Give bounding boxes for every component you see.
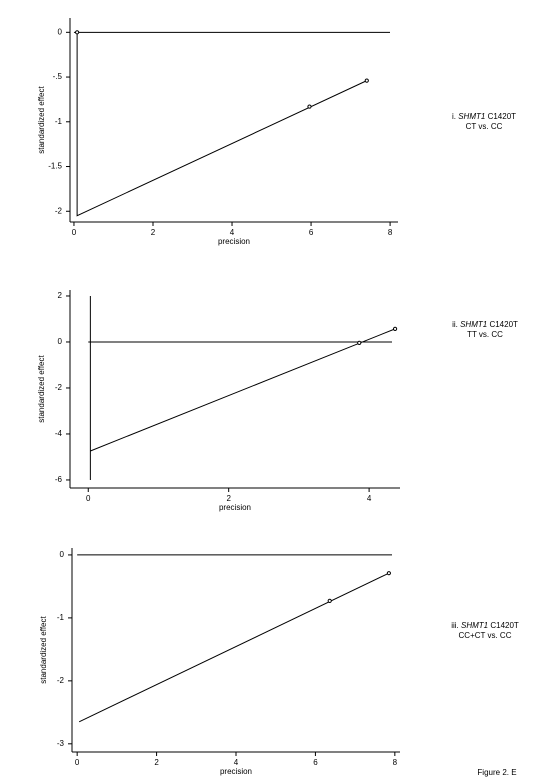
x-axis-label: precision bbox=[218, 237, 250, 246]
y-tick-label: -.5 bbox=[53, 72, 63, 81]
fit-line bbox=[76, 32, 367, 217]
y-tick-label: -2 bbox=[55, 383, 63, 392]
y-tick-label: -1 bbox=[57, 613, 65, 622]
y-axis-label: standardized effect bbox=[37, 354, 46, 422]
annotation: i. SHMT1 C1420T bbox=[452, 112, 516, 121]
y-tick-label: -2 bbox=[55, 206, 63, 215]
x-tick-label: 6 bbox=[313, 758, 318, 767]
x-tick-label: 4 bbox=[367, 494, 372, 503]
y-axis-label: standardized effect bbox=[39, 615, 48, 683]
y-axis-label: standardized effect bbox=[37, 85, 46, 153]
annotation-gene: SHMT1 bbox=[461, 621, 488, 630]
annotation: ii. SHMT1 C1420T bbox=[452, 320, 518, 329]
fit-line bbox=[78, 572, 390, 723]
annotation-variant: C1420T bbox=[488, 112, 517, 121]
y-tick-label: 0 bbox=[58, 27, 63, 36]
annotation-comparison: CT vs. CC bbox=[466, 122, 503, 131]
annotation-comparison: CC+CT vs. CC bbox=[459, 631, 512, 640]
annotation-prefix: ii. bbox=[452, 320, 458, 329]
point bbox=[75, 30, 80, 35]
y-tick-label: 2 bbox=[58, 291, 63, 300]
x-axis-label: precision bbox=[219, 503, 251, 512]
x-tick-label: 4 bbox=[230, 228, 235, 237]
x-tick-label: 0 bbox=[72, 228, 77, 237]
y-tick-label: -1.5 bbox=[48, 162, 62, 171]
x-axis-label: precision bbox=[220, 767, 252, 776]
x-tick-label: 4 bbox=[234, 758, 239, 767]
point bbox=[386, 571, 391, 576]
y-tick-label: 0 bbox=[60, 550, 65, 559]
x-tick-label: 0 bbox=[86, 494, 91, 503]
annotation-comparison: TT vs. CC bbox=[467, 330, 503, 339]
y-tick-label: -6 bbox=[55, 475, 63, 484]
point bbox=[307, 104, 312, 109]
y-tick-label: -4 bbox=[55, 429, 63, 438]
figure-label: Figure 2. E bbox=[477, 768, 516, 777]
annotation: iii. SHMT1 C1420T bbox=[451, 621, 519, 630]
annotation-variant: C1420T bbox=[489, 320, 518, 329]
point bbox=[327, 598, 332, 603]
point bbox=[364, 78, 369, 83]
x-tick-label: 8 bbox=[388, 228, 393, 237]
point bbox=[392, 326, 398, 331]
annotation-prefix: i. bbox=[452, 112, 456, 121]
x-tick-label: 0 bbox=[75, 758, 80, 767]
x-tick-label: 2 bbox=[151, 228, 156, 237]
x-tick-label: 2 bbox=[226, 494, 231, 503]
x-tick-label: 2 bbox=[154, 758, 159, 767]
y-tick-label: 0 bbox=[58, 337, 63, 346]
x-tick-label: 8 bbox=[393, 758, 398, 767]
y-tick-label: -3 bbox=[57, 739, 65, 748]
annotation-gene: SHMT1 bbox=[458, 112, 485, 121]
fit-line bbox=[90, 328, 396, 452]
y-tick-label: -2 bbox=[57, 676, 65, 685]
annotation-variant: C1420T bbox=[490, 621, 519, 630]
y-tick-label: -1 bbox=[55, 117, 63, 126]
annotation-prefix: iii. bbox=[451, 621, 459, 630]
x-tick-label: 6 bbox=[309, 228, 314, 237]
annotation-gene: SHMT1 bbox=[460, 320, 487, 329]
point bbox=[357, 340, 362, 345]
